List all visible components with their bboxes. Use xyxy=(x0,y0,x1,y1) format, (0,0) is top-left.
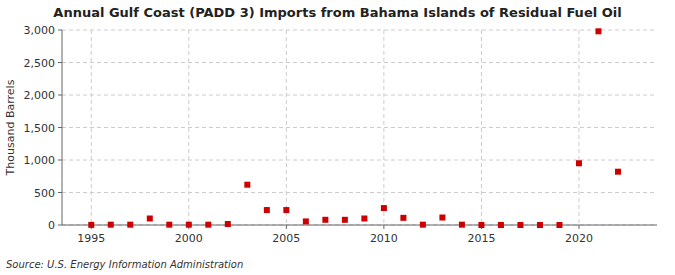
grid-line xyxy=(188,30,189,225)
point xyxy=(88,222,94,228)
point xyxy=(225,221,231,227)
points xyxy=(88,28,621,228)
grid-line xyxy=(62,192,657,193)
point xyxy=(498,222,504,228)
point xyxy=(556,222,562,228)
source: Source: U.S. Energy Information Administ… xyxy=(6,259,243,270)
tick-label: 0 xyxy=(48,219,55,232)
tick-label: 2015 xyxy=(467,232,495,245)
point xyxy=(186,222,192,228)
tick-label: 3,000 xyxy=(24,24,56,37)
tick xyxy=(58,95,62,96)
grid-line xyxy=(578,30,579,225)
point xyxy=(283,207,289,213)
grid-line xyxy=(286,30,287,225)
tick xyxy=(578,225,579,229)
grid-line xyxy=(62,225,657,226)
tick-label: 2,500 xyxy=(24,57,56,70)
grid-line xyxy=(62,127,657,128)
grid-line xyxy=(481,30,482,225)
grid-line xyxy=(62,30,657,31)
title: Annual Gulf Coast (PADD 3) Imports from … xyxy=(53,5,621,20)
tick-label: 1,000 xyxy=(24,154,56,167)
tick xyxy=(58,127,62,128)
grid-line xyxy=(62,62,657,63)
point xyxy=(361,216,367,222)
tick-label: 500 xyxy=(34,187,55,200)
tick-label: 1995 xyxy=(77,232,105,245)
point xyxy=(381,205,387,211)
chart: Annual Gulf Coast (PADD 3) Imports from … xyxy=(0,0,675,275)
point xyxy=(108,222,114,228)
tick-label: 2020 xyxy=(565,232,593,245)
point xyxy=(264,207,270,213)
tick xyxy=(286,225,287,229)
point xyxy=(517,222,523,228)
point xyxy=(459,222,465,228)
grid-line xyxy=(62,95,657,96)
tick xyxy=(58,160,62,161)
point xyxy=(166,222,172,228)
point xyxy=(342,217,348,223)
tick xyxy=(58,225,62,226)
point xyxy=(147,216,153,222)
grid-line xyxy=(91,30,92,225)
point xyxy=(322,217,328,223)
point xyxy=(303,218,309,224)
tick-label: 2010 xyxy=(370,232,398,245)
grid xyxy=(62,30,657,225)
tick-label: 2005 xyxy=(272,232,300,245)
point xyxy=(576,160,582,166)
point xyxy=(244,182,250,188)
tick-label: 2,000 xyxy=(24,89,56,102)
grid-line xyxy=(62,160,657,161)
y-axis-label: Thousand Barrels xyxy=(4,79,17,176)
point xyxy=(127,222,133,228)
point xyxy=(205,222,211,228)
point xyxy=(537,222,543,228)
point xyxy=(478,222,484,228)
tick xyxy=(58,30,62,31)
tick-label: 1,500 xyxy=(24,122,56,135)
point xyxy=(595,28,601,34)
point xyxy=(420,222,426,228)
tick xyxy=(58,192,62,193)
grid-line xyxy=(383,30,384,225)
y-axis-line xyxy=(62,30,63,225)
x-axis-line xyxy=(62,225,657,226)
tick xyxy=(383,225,384,229)
point xyxy=(615,169,621,175)
point xyxy=(400,215,406,221)
tick-label: 2000 xyxy=(175,232,203,245)
tick xyxy=(58,62,62,63)
point xyxy=(439,215,445,221)
axes: 0 500 1,000 1,500 2,000 2,500 3,000 1995 2000 200… xyxy=(24,24,658,245)
